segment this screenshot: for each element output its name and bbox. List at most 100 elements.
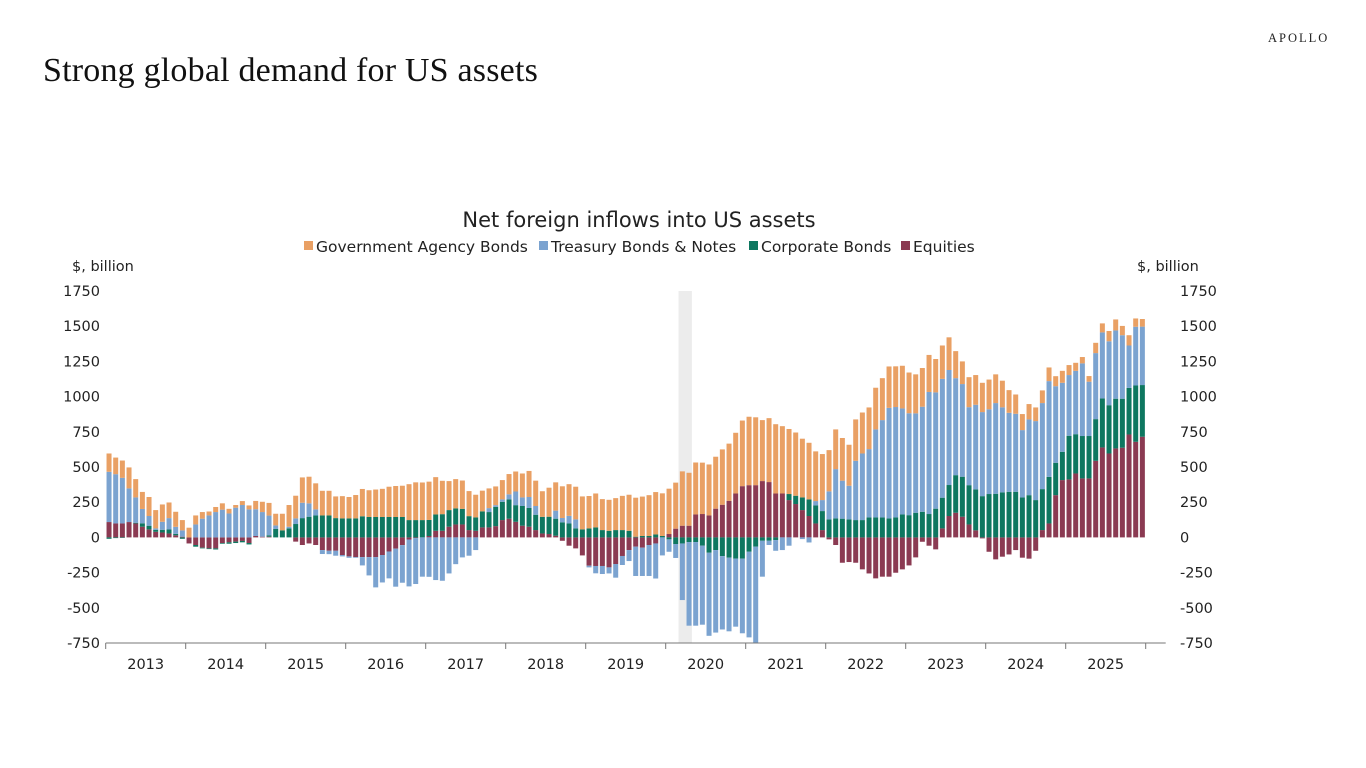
- bar-government-agency-bonds-14: [199, 512, 205, 519]
- bar-equities-40: [373, 537, 379, 558]
- bar-treasury-bonds-notes-41: [379, 555, 385, 583]
- bar-equities-68: [559, 537, 565, 541]
- bar-corporate-bonds-82: [653, 534, 659, 538]
- bar-equities-146: [1079, 478, 1085, 538]
- bar-equities-61: [513, 521, 519, 538]
- bar-treasury-bonds-notes-67: [553, 510, 559, 519]
- bar-government-agency-bonds-126: [946, 337, 952, 370]
- x-tick-label: 2014: [207, 657, 244, 673]
- bar-government-agency-bonds-19: [233, 505, 239, 508]
- bar-government-agency-bonds-129: [966, 377, 972, 408]
- x-tick-label: 2018: [527, 657, 564, 673]
- bar-corporate-bonds-52: [453, 508, 459, 525]
- page-title: Strong global demand for US assets: [43, 52, 539, 89]
- bar-equities-50: [439, 530, 445, 538]
- bar-treasury-bonds-notes-124: [933, 392, 939, 509]
- bar-treasury-bonds-notes-82: [653, 543, 659, 579]
- bar-treasury-bonds-notes-11: [179, 530, 185, 537]
- bar-equities-109: [833, 537, 839, 546]
- bar-government-agency-bonds-60: [506, 474, 512, 495]
- bar-corporate-bonds-77: [619, 530, 625, 538]
- bar-treasury-bonds-notes-112: [853, 460, 859, 521]
- bar-corporate-bonds-36: [346, 518, 352, 538]
- bar-corporate-bonds-147: [1086, 436, 1092, 479]
- bar-equities-71: [579, 537, 585, 556]
- y-tick-label-right: 0: [1180, 530, 1189, 546]
- bar-treasury-bonds-notes-122: [919, 406, 925, 512]
- bar-corporate-bonds-106: [813, 505, 819, 524]
- bar-corporate-bonds-62: [519, 506, 525, 526]
- x-tick-label: 2025: [1087, 657, 1124, 673]
- bar-equities-114: [866, 537, 872, 574]
- x-tick-label: 2020: [687, 657, 724, 673]
- bar-corporate-bonds-107: [819, 511, 825, 531]
- bar-corporate-bonds-154: [1133, 385, 1139, 442]
- bar-corporate-bonds-0: [106, 537, 112, 539]
- bar-treasury-bonds-notes-39: [366, 557, 372, 576]
- bar-equities-21: [246, 537, 252, 544]
- bar-equities-142: [1053, 495, 1059, 538]
- bar-government-agency-bonds-27: [286, 505, 292, 527]
- bar-treasury-bonds-notes-15: [206, 515, 212, 538]
- bar-corporate-bonds-140: [1039, 489, 1045, 531]
- bar-treasury-bonds-notes-19: [233, 507, 239, 538]
- bar-government-agency-bonds-0: [106, 453, 112, 472]
- bar-equities-64: [533, 530, 539, 538]
- bar-government-agency-bonds-119: [899, 365, 905, 409]
- bar-treasury-bonds-notes-136: [1013, 413, 1019, 492]
- bar-treasury-bonds-notes-53: [459, 537, 465, 558]
- bar-treasury-bonds-notes-3: [126, 488, 132, 523]
- bar-corporate-bonds-18: [226, 542, 232, 544]
- bar-government-agency-bonds-22: [253, 500, 259, 510]
- bar-equities-62: [519, 525, 525, 538]
- bar-corporate-bonds-109: [833, 518, 839, 538]
- bar-treasury-bonds-notes-31: [313, 509, 319, 516]
- bar-government-agency-bonds-82: [653, 492, 659, 535]
- bar-treasury-bonds-notes-155: [1139, 326, 1145, 386]
- bar-treasury-bonds-notes-81: [646, 545, 652, 576]
- bar-treasury-bonds-notes-129: [966, 407, 972, 486]
- bar-corporate-bonds-43: [393, 516, 399, 538]
- bar-treasury-bonds-notes-120: [906, 413, 912, 516]
- bar-equities-11: [179, 536, 185, 538]
- bar-corporate-bonds-112: [853, 520, 859, 538]
- bar-treasury-bonds-notes-138: [1026, 419, 1032, 496]
- bar-treasury-bonds-notes-33: [326, 550, 332, 555]
- bar-treasury-bonds-notes-16: [213, 512, 219, 538]
- bar-government-agency-bonds-38: [359, 488, 365, 517]
- bar-corporate-bonds-91: [713, 537, 719, 551]
- bar-government-agency-bonds-113: [859, 412, 865, 454]
- y-tick-label-right: -750: [1180, 636, 1213, 652]
- bar-treasury-bonds-notes-22: [253, 509, 259, 536]
- bar-government-agency-bonds-35: [339, 496, 345, 519]
- bar-treasury-bonds-notes-5: [139, 508, 145, 524]
- bar-treasury-bonds-notes-85: [673, 544, 679, 558]
- bar-treasury-bonds-notes-52: [453, 537, 459, 565]
- bar-government-agency-bonds-42: [386, 486, 392, 517]
- bar-government-agency-bonds-16: [213, 506, 219, 513]
- bar-treasury-bonds-notes-72: [586, 565, 592, 568]
- bar-government-agency-bonds-138: [1026, 404, 1032, 420]
- bar-equities-28: [293, 537, 299, 542]
- bar-equities-151: [1113, 448, 1119, 538]
- y-tick-label-right: 750: [1180, 425, 1208, 441]
- bar-equities-14: [199, 537, 205, 548]
- bar-government-agency-bonds-70: [573, 486, 579, 520]
- bar-government-agency-bonds-114: [866, 407, 872, 450]
- legend-swatch: [304, 241, 313, 250]
- bar-corporate-bonds-149: [1099, 398, 1105, 448]
- bar-treasury-bonds-notes-21: [246, 509, 252, 538]
- bar-treasury-bonds-notes-24: [266, 515, 272, 536]
- bar-government-agency-bonds-44: [399, 485, 405, 517]
- y-tick-label-left: 750: [72, 425, 100, 441]
- bar-government-agency-bonds-71: [579, 496, 585, 530]
- bar-treasury-bonds-notes-42: [386, 551, 392, 579]
- bar-treasury-bonds-notes-113: [859, 453, 865, 521]
- bar-government-agency-bonds-83: [659, 493, 665, 536]
- bar-corporate-bonds-83: [659, 535, 665, 538]
- bar-equities-101: [779, 493, 785, 538]
- bar-corporate-bonds-108: [826, 519, 832, 538]
- bar-equities-124: [933, 537, 939, 550]
- bar-corporate-bonds-73: [593, 527, 599, 538]
- bar-equities-150: [1106, 453, 1112, 538]
